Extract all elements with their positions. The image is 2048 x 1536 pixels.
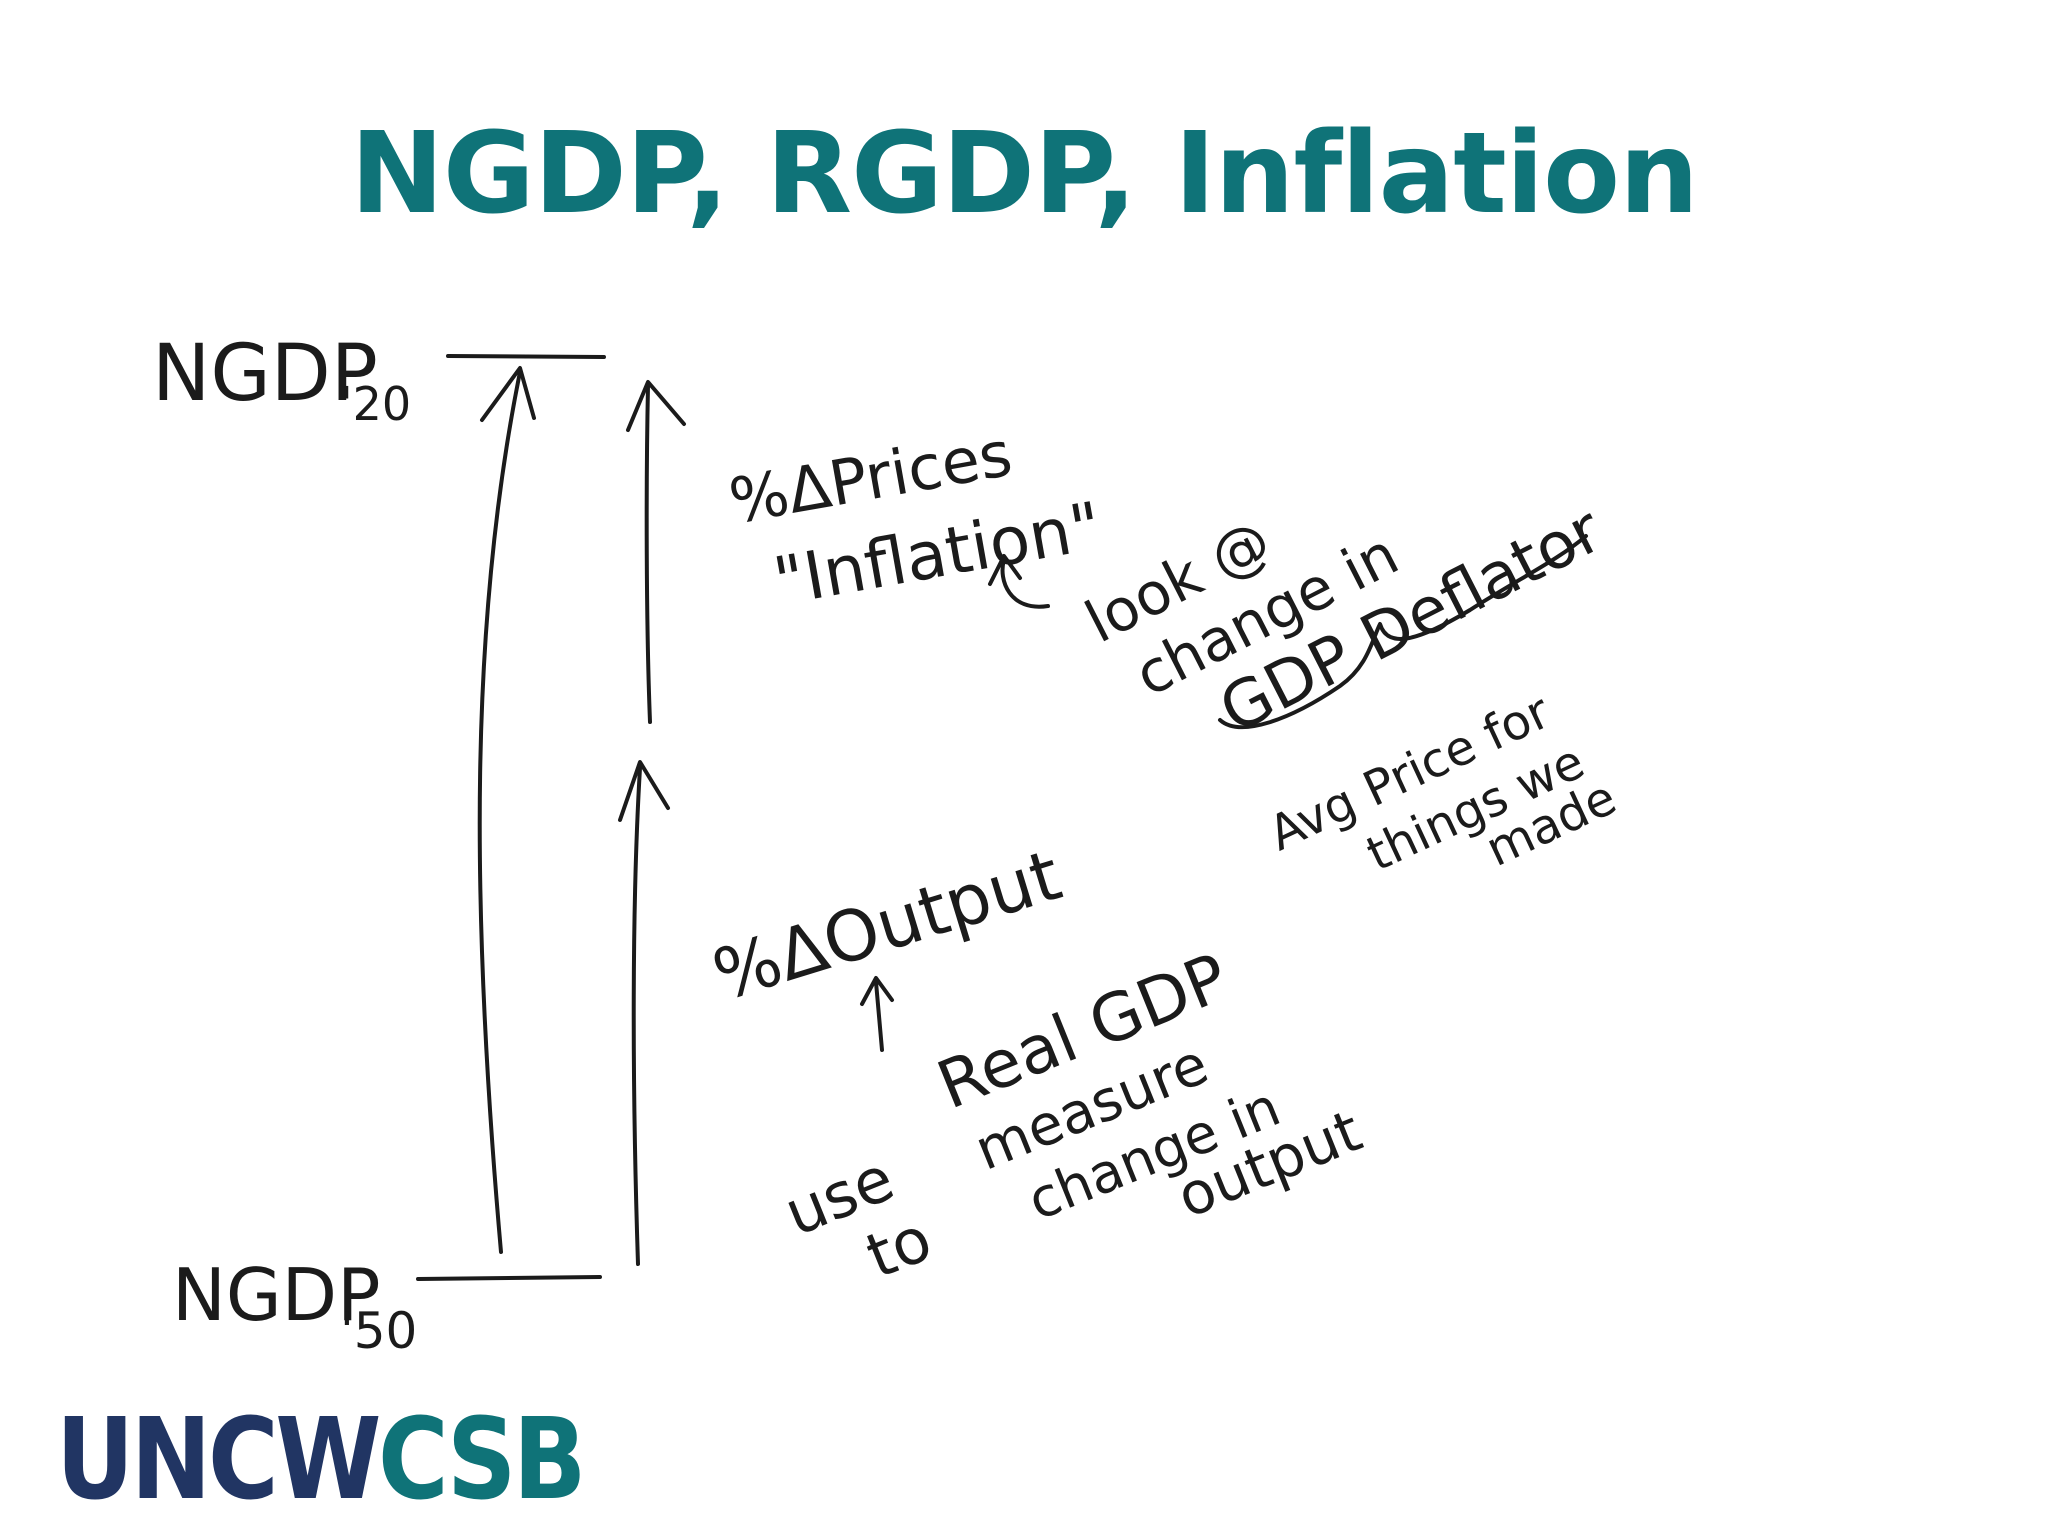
deflator-brace [1218, 534, 1588, 730]
ngdp-top-label: NGDP [152, 329, 378, 419]
logo-csb: CSB [378, 1395, 586, 1525]
prices-arrow-shaft [644, 384, 652, 724]
prices-arrow-head [626, 380, 686, 432]
output-label: %ΔOutput [704, 834, 1070, 1017]
total-change-arrow-head [480, 366, 536, 422]
output-arrow-head [618, 760, 670, 822]
ngdp-bottom-label: NGDP [172, 1253, 381, 1337]
inflation-pointer-arrow [988, 554, 1050, 609]
bottom-level-line [416, 1275, 602, 1281]
output-arrow-shaft [631, 766, 642, 1266]
top-level-line [446, 354, 606, 359]
uncw-csb-logo: UNCWCSB [56, 1404, 586, 1516]
ngdp-bottom-label-group: NGDP '50 [172, 1253, 417, 1360]
ngdp-top-label-group: NGDP '20 [152, 329, 411, 431]
slide-title: NGDP, RGDP, Inflation [350, 109, 1699, 239]
real-gdp-note-group: use to Real GDP measure change in output [774, 939, 1370, 1293]
ngdp-bottom-subscript: '50 [340, 1302, 417, 1360]
ngdp-top-subscript: '20 [340, 377, 411, 431]
output-label-group: %ΔOutput [704, 834, 1070, 1017]
avg-price-note-group: Avg Price for things we made [1260, 683, 1624, 882]
output-pointer-arrow [860, 976, 894, 1052]
total-change-arrow-shaft [477, 370, 522, 1254]
prices-label-group: %ΔPrices "Inflation" [724, 417, 1107, 621]
logo-uncw: UNCW [56, 1395, 381, 1525]
